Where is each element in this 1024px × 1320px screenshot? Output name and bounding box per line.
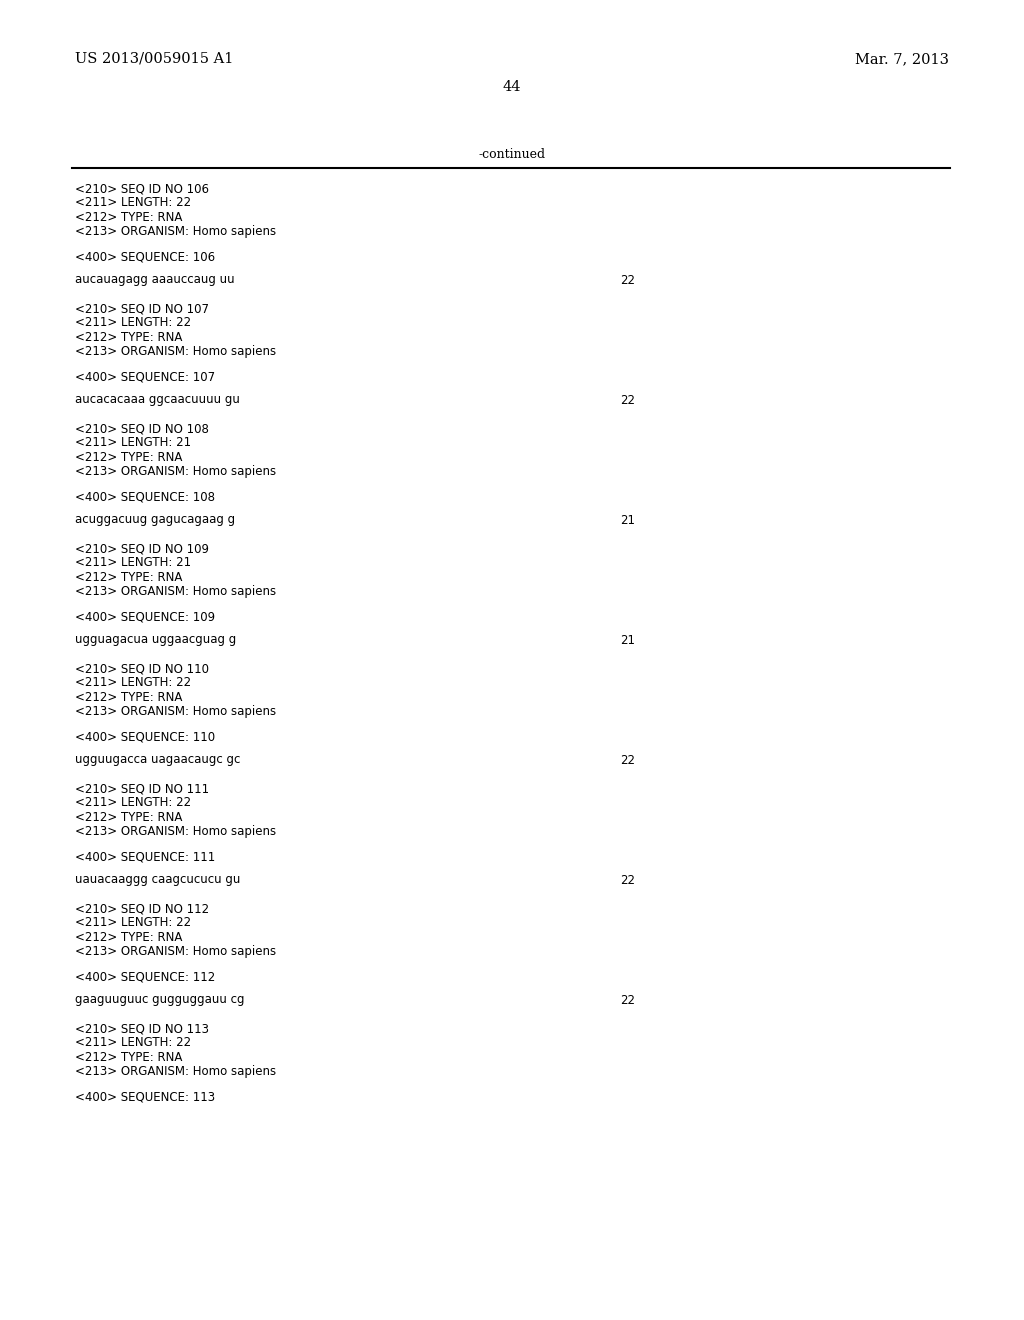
Text: 22: 22: [620, 994, 635, 1006]
Text: <211> LENGTH: 22: <211> LENGTH: 22: [75, 796, 191, 809]
Text: <211> LENGTH: 21: <211> LENGTH: 21: [75, 437, 191, 450]
Text: <210> SEQ ID NO 107: <210> SEQ ID NO 107: [75, 302, 209, 315]
Text: <211> LENGTH: 22: <211> LENGTH: 22: [75, 1036, 191, 1049]
Text: <400> SEQUENCE: 111: <400> SEQUENCE: 111: [75, 850, 215, 863]
Text: <211> LENGTH: 22: <211> LENGTH: 22: [75, 197, 191, 210]
Text: <212> TYPE: RNA: <212> TYPE: RNA: [75, 810, 182, 824]
Text: <210> SEQ ID NO 111: <210> SEQ ID NO 111: [75, 781, 209, 795]
Text: <212> TYPE: RNA: <212> TYPE: RNA: [75, 931, 182, 944]
Text: 22: 22: [620, 874, 635, 887]
Text: <210> SEQ ID NO 112: <210> SEQ ID NO 112: [75, 902, 209, 915]
Text: <211> LENGTH: 22: <211> LENGTH: 22: [75, 916, 191, 929]
Text: <213> ORGANISM: Homo sapiens: <213> ORGANISM: Homo sapiens: [75, 705, 276, 718]
Text: <210> SEQ ID NO 108: <210> SEQ ID NO 108: [75, 422, 209, 436]
Text: <400> SEQUENCE: 110: <400> SEQUENCE: 110: [75, 730, 215, 743]
Text: 22: 22: [620, 273, 635, 286]
Text: <400> SEQUENCE: 113: <400> SEQUENCE: 113: [75, 1090, 215, 1104]
Text: <210> SEQ ID NO 106: <210> SEQ ID NO 106: [75, 182, 209, 195]
Text: ugguagacua uggaacguag g: ugguagacua uggaacguag g: [75, 634, 237, 647]
Text: <212> TYPE: RNA: <212> TYPE: RNA: [75, 1051, 182, 1064]
Text: <213> ORGANISM: Homo sapiens: <213> ORGANISM: Homo sapiens: [75, 945, 276, 958]
Text: <210> SEQ ID NO 109: <210> SEQ ID NO 109: [75, 543, 209, 554]
Text: <400> SEQUENCE: 108: <400> SEQUENCE: 108: [75, 490, 215, 503]
Text: <213> ORGANISM: Homo sapiens: <213> ORGANISM: Homo sapiens: [75, 346, 276, 359]
Text: <213> ORGANISM: Homo sapiens: <213> ORGANISM: Homo sapiens: [75, 586, 276, 598]
Text: ugguugacca uagaacaugc gc: ugguugacca uagaacaugc gc: [75, 754, 241, 767]
Text: 21: 21: [620, 634, 635, 647]
Text: aucauagagg aaauccaug uu: aucauagagg aaauccaug uu: [75, 273, 234, 286]
Text: uauacaaggg caagcucucu gu: uauacaaggg caagcucucu gu: [75, 874, 241, 887]
Text: <212> TYPE: RNA: <212> TYPE: RNA: [75, 690, 182, 704]
Text: <210> SEQ ID NO 110: <210> SEQ ID NO 110: [75, 663, 209, 675]
Text: <210> SEQ ID NO 113: <210> SEQ ID NO 113: [75, 1022, 209, 1035]
Text: <213> ORGANISM: Homo sapiens: <213> ORGANISM: Homo sapiens: [75, 825, 276, 838]
Text: <400> SEQUENCE: 106: <400> SEQUENCE: 106: [75, 249, 215, 263]
Text: <400> SEQUENCE: 109: <400> SEQUENCE: 109: [75, 610, 215, 623]
Text: US 2013/0059015 A1: US 2013/0059015 A1: [75, 51, 233, 66]
Text: Mar. 7, 2013: Mar. 7, 2013: [855, 51, 949, 66]
Text: <211> LENGTH: 22: <211> LENGTH: 22: [75, 676, 191, 689]
Text: -continued: -continued: [478, 148, 546, 161]
Text: <213> ORGANISM: Homo sapiens: <213> ORGANISM: Homo sapiens: [75, 226, 276, 239]
Text: acuggacuug gagucagaag g: acuggacuug gagucagaag g: [75, 513, 236, 527]
Text: <212> TYPE: RNA: <212> TYPE: RNA: [75, 331, 182, 345]
Text: <211> LENGTH: 21: <211> LENGTH: 21: [75, 557, 191, 569]
Text: <213> ORGANISM: Homo sapiens: <213> ORGANISM: Homo sapiens: [75, 1065, 276, 1078]
Text: <400> SEQUENCE: 112: <400> SEQUENCE: 112: [75, 970, 215, 983]
Text: aucacacaaa ggcaacuuuu gu: aucacacaaa ggcaacuuuu gu: [75, 393, 240, 407]
Text: <212> TYPE: RNA: <212> TYPE: RNA: [75, 211, 182, 224]
Text: <212> TYPE: RNA: <212> TYPE: RNA: [75, 451, 182, 465]
Text: gaaguuguuc gugguggauu cg: gaaguuguuc gugguggauu cg: [75, 994, 245, 1006]
Text: 21: 21: [620, 513, 635, 527]
Text: 44: 44: [503, 81, 521, 94]
Text: <211> LENGTH: 22: <211> LENGTH: 22: [75, 317, 191, 330]
Text: <400> SEQUENCE: 107: <400> SEQUENCE: 107: [75, 370, 215, 383]
Text: 22: 22: [620, 393, 635, 407]
Text: 22: 22: [620, 754, 635, 767]
Text: <213> ORGANISM: Homo sapiens: <213> ORGANISM: Homo sapiens: [75, 466, 276, 479]
Text: <212> TYPE: RNA: <212> TYPE: RNA: [75, 572, 182, 583]
